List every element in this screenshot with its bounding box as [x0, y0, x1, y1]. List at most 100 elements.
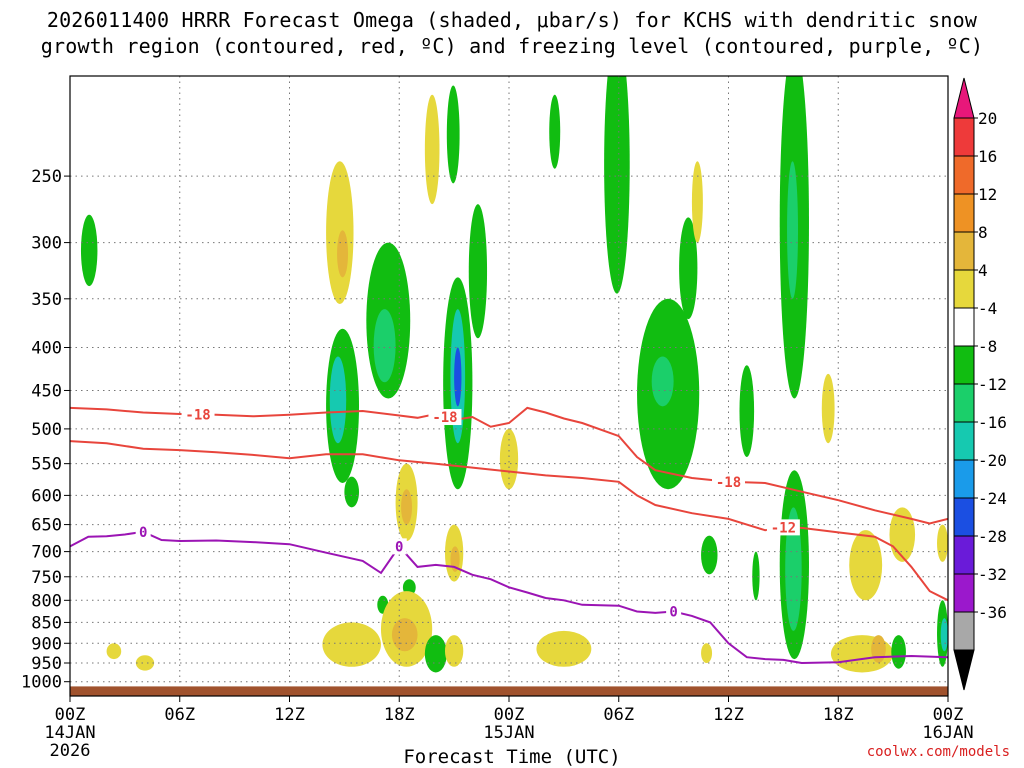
x-tick-date-label: 14JAN: [44, 723, 95, 743]
colorbar-band: [953, 117, 975, 157]
colorbar-label: -24: [978, 489, 1007, 508]
omega-region-15: [424, 94, 440, 205]
y-tick-label: 500: [31, 420, 62, 440]
x-tick-label: 12Z: [274, 705, 305, 725]
omega-region-10: [416, 13, 420, 72]
omega-region-30: [536, 630, 592, 667]
omega-region-4: [337, 230, 349, 278]
omega-region-21: [499, 428, 519, 490]
colorbar-band: [953, 611, 975, 651]
omega-region-7: [344, 476, 360, 508]
x-tick-label: 06Z: [603, 705, 634, 725]
credit-text: coolwx.com/models: [866, 744, 1010, 760]
colorbar-band: [953, 231, 975, 271]
plot-area: [70, 76, 948, 696]
x-tick-label: 06Z: [164, 705, 195, 725]
omega-region-41: [787, 161, 799, 299]
omega-region-37: [701, 643, 713, 663]
y-tick-label: 950: [31, 654, 62, 674]
y-tick-label: 300: [31, 234, 62, 254]
y-tick-label: 700: [31, 543, 62, 563]
colorbar-band: [953, 307, 975, 347]
x-tick-year-label: 2026: [50, 741, 91, 761]
colorbar-label: -20: [978, 451, 1007, 470]
x-tick-date-label: 15JAN: [483, 723, 534, 743]
colorbar-label: -28: [978, 527, 1007, 546]
omega-region-1: [106, 643, 122, 660]
y-tick-label: 900: [31, 634, 62, 654]
contour-label: 0: [395, 539, 403, 555]
contour-label: -12: [771, 520, 796, 536]
omega-region-12: [401, 489, 413, 525]
contour-line--12: [70, 440, 948, 602]
y-tick-label: 600: [31, 486, 62, 506]
contour-line--18: [70, 406, 948, 525]
colorbar-band: [953, 573, 975, 613]
x-tick-date-label: 16JAN: [922, 723, 973, 743]
colorbar-band: [953, 535, 975, 575]
colorbar-label: -12: [978, 375, 1007, 394]
omega-region-43: [785, 507, 802, 631]
omega-shading: [80, 13, 948, 673]
y-tick-label: 650: [31, 516, 62, 536]
omega-region-19: [454, 347, 462, 407]
omega-region-9: [373, 309, 396, 383]
colorbar-label: 20: [978, 109, 997, 128]
contour-label: -18: [432, 410, 457, 426]
omega-region-3: [326, 161, 354, 304]
colorbar-band: [953, 383, 975, 423]
omega-region-44: [821, 373, 835, 444]
omega-region-2: [135, 655, 155, 671]
x-tick-label: 12Z: [713, 705, 744, 725]
omega-region-29: [549, 94, 561, 169]
contour-label: -18: [716, 475, 741, 491]
y-tick-label: 800: [31, 591, 62, 611]
omega-region-23: [450, 546, 460, 572]
colorbar-bottom-triangle: [953, 649, 975, 691]
omega-region-38: [739, 365, 755, 457]
colorbar-label: -16: [978, 413, 1007, 432]
y-tick-label: 450: [31, 381, 62, 401]
contour-label: 0: [139, 525, 147, 541]
colorbar: 20 16 12 8 4 -4 -8 -12 -16 -20 -24 -28 -32 -36: [953, 77, 1007, 691]
omega-region-33: [651, 356, 674, 407]
x-axis-label: Forecast Time (UTC): [403, 746, 621, 768]
contour-label-bg: [666, 603, 682, 620]
omega-region-31: [604, 76, 630, 294]
y-tick-label: 750: [31, 568, 62, 588]
contour-line-0: [70, 530, 948, 665]
colorbar-band: [953, 421, 975, 461]
omega-region-28: [444, 635, 464, 667]
omega-region-45: [849, 530, 883, 601]
colorbar-band: [953, 193, 975, 233]
x-tick-label: 18Z: [823, 705, 854, 725]
omega-region-20: [468, 204, 488, 339]
y-tick-label: 550: [31, 455, 62, 475]
omega-region-0: [80, 214, 98, 287]
chart-title-line-2: growth region (contoured, red, ºC) and f…: [40, 34, 984, 58]
temperature-contours: -18 -18 -18 -12 0 0 0: [70, 406, 948, 665]
contour-label: 0: [669, 605, 677, 621]
omega-region-52: [940, 618, 948, 652]
omega-region-49: [891, 635, 906, 669]
contour-label-bg: [391, 538, 407, 555]
colorbar-band: [953, 345, 975, 385]
colorbar-label: -4: [978, 299, 997, 318]
colorbar-top-triangle: [953, 77, 975, 119]
x-tick-label: 18Z: [384, 705, 415, 725]
omega-region-16: [446, 85, 460, 184]
colorbar-label: 4: [978, 261, 988, 280]
y-tick-label: 350: [31, 290, 62, 310]
contour-label-bg: [712, 473, 745, 490]
contour-label: -18: [185, 407, 210, 423]
x-tick-label: 00Z: [933, 705, 964, 725]
omega-region-36: [701, 535, 718, 575]
y-axis: 2503003504004505005506006507007508008509…: [21, 167, 70, 693]
colorbar-band: [953, 459, 975, 499]
omega-region-35: [691, 161, 703, 243]
x-tick-label: 00Z: [494, 705, 525, 725]
omega-region-24: [322, 622, 381, 667]
surface-ground: [70, 686, 948, 696]
